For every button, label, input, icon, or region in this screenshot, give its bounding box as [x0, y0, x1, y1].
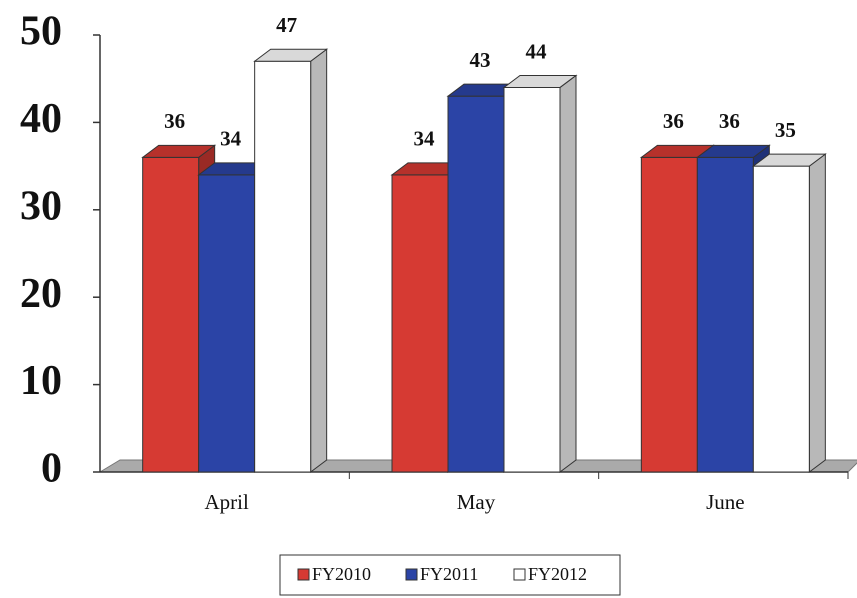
bar-side [559, 74, 577, 473]
bar [198, 174, 256, 473]
bar [254, 60, 312, 473]
y-tick-label: 0 [41, 446, 62, 492]
y-tick-label: 20 [20, 271, 62, 317]
legend-label: FY2012 [528, 564, 587, 584]
bar-top [253, 48, 329, 62]
bar-top [695, 144, 771, 158]
x-tick-label: June [706, 490, 745, 514]
bar-side [808, 153, 826, 473]
y-tick-label: 40 [20, 96, 62, 142]
data-label: 34 [414, 127, 436, 151]
legend-swatch [513, 568, 526, 581]
legend-box [279, 554, 621, 596]
legend-swatch [297, 568, 310, 581]
y-tick-label: 10 [20, 358, 62, 404]
data-label: 34 [220, 127, 242, 151]
legend-label: FY2011 [420, 564, 478, 584]
data-label: 36 [719, 109, 740, 133]
bar-top [502, 74, 578, 88]
data-label: 43 [470, 48, 491, 72]
data-label: 35 [775, 118, 796, 142]
bar-top [141, 144, 217, 158]
bar [640, 156, 698, 473]
data-label: 44 [526, 39, 548, 63]
y-tick-label: 50 [20, 9, 62, 55]
bar [447, 95, 505, 473]
legend-label: FY2010 [312, 564, 371, 584]
bar [696, 156, 754, 473]
bar-side [310, 48, 328, 473]
data-label: 36 [164, 109, 185, 133]
bar [391, 174, 449, 473]
data-label: 36 [663, 109, 684, 133]
bar [503, 86, 561, 473]
data-label: 47 [276, 13, 297, 37]
y-tick-label: 30 [20, 183, 62, 229]
x-tick-label: April [205, 490, 249, 514]
bar-top [751, 153, 827, 167]
bar [142, 156, 200, 473]
legend-swatch [405, 568, 418, 581]
bar [752, 165, 810, 473]
x-tick-label: May [457, 490, 496, 514]
